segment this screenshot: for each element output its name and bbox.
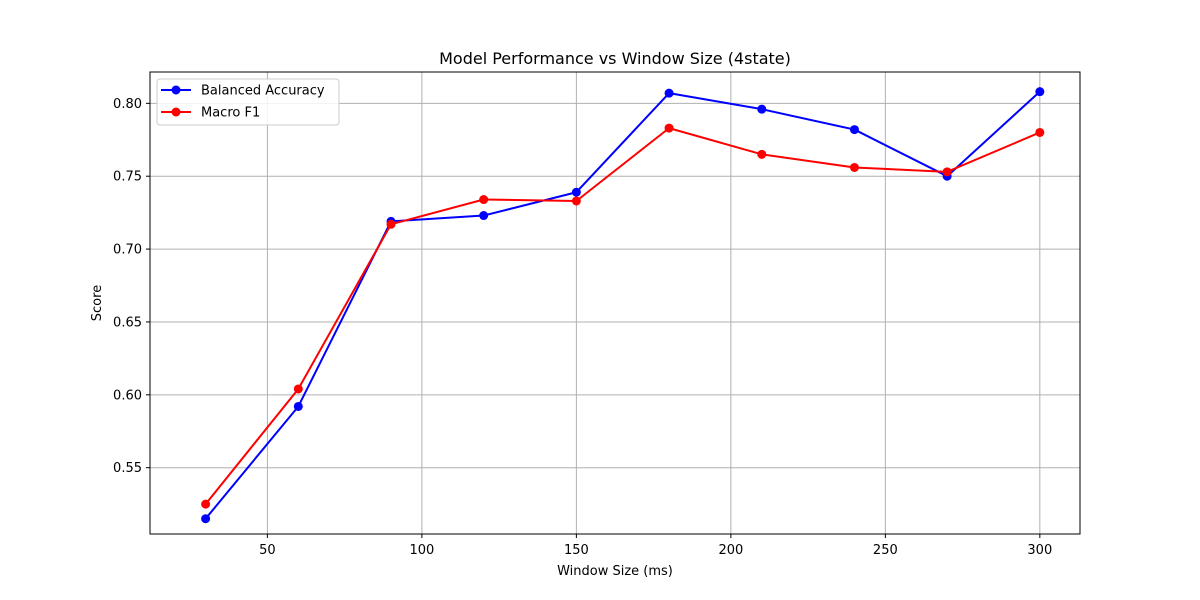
x-tick-label: 250	[873, 543, 898, 558]
data-point-balanced-accuracy	[201, 514, 211, 524]
data-point-balanced-accuracy	[293, 401, 303, 411]
x-tick-label: 200	[718, 543, 743, 558]
data-point-macro-f1	[942, 167, 952, 177]
y-axis-label: Score	[90, 285, 105, 321]
legend-label: Macro F1	[201, 106, 260, 121]
y-tick-label: 0.75	[113, 170, 142, 185]
x-tick-label: 100	[409, 543, 434, 558]
x-tick-label: 150	[564, 543, 589, 558]
data-point-balanced-accuracy	[479, 211, 489, 221]
data-point-macro-f1	[1035, 127, 1045, 137]
data-point-macro-f1	[757, 149, 767, 159]
chart-title: Model Performance vs Window Size (4state…	[439, 49, 791, 68]
legend-item-balanced-accuracy: Balanced Accuracy	[161, 84, 325, 99]
data-point-macro-f1	[293, 384, 303, 394]
series-macro-f1	[201, 123, 1045, 509]
y-tick-label: 0.60	[113, 388, 142, 403]
y-tick-label: 0.70	[113, 243, 142, 258]
legend: Balanced Accuracy Macro F1	[156, 78, 340, 126]
x-tick-label: 300	[1027, 543, 1052, 558]
legend-marker-swatch	[171, 85, 181, 95]
legend-label: Balanced Accuracy	[201, 84, 325, 99]
series-balanced-accuracy	[201, 87, 1045, 524]
data-point-balanced-accuracy	[664, 88, 674, 98]
legend-item-macro-f1: Macro F1	[161, 106, 260, 121]
y-tick-label: 0.80	[113, 97, 142, 112]
x-tick-label: 50	[259, 543, 276, 558]
data-point-macro-f1	[201, 499, 211, 509]
plot-area-frame	[149, 71, 1081, 535]
data-point-macro-f1	[849, 162, 859, 172]
y-tick-label: 0.65	[113, 315, 142, 330]
data-point-macro-f1	[571, 196, 581, 206]
grid-lines	[150, 72, 1080, 534]
series-line-macro-f1	[204, 127, 1041, 505]
data-point-balanced-accuracy	[757, 104, 767, 114]
legend-box	[156, 78, 340, 126]
legend-marker-swatch	[171, 107, 181, 117]
data-point-balanced-accuracy	[571, 187, 581, 197]
data-point-macro-f1	[479, 195, 489, 205]
data-point-balanced-accuracy	[1035, 87, 1045, 97]
series-line-balanced-accuracy	[204, 90, 1041, 520]
data-series	[201, 87, 1045, 524]
data-point-balanced-accuracy	[849, 125, 859, 135]
data-point-macro-f1	[664, 123, 674, 133]
axis-ticks: 50 100 150 200 250 300 0.55 0.60 0.65 0.70 0.75 0.8…	[113, 97, 1052, 558]
data-point-macro-f1	[386, 219, 396, 229]
x-axis-label: Window Size (ms)	[557, 564, 673, 579]
y-tick-label: 0.55	[113, 461, 142, 476]
